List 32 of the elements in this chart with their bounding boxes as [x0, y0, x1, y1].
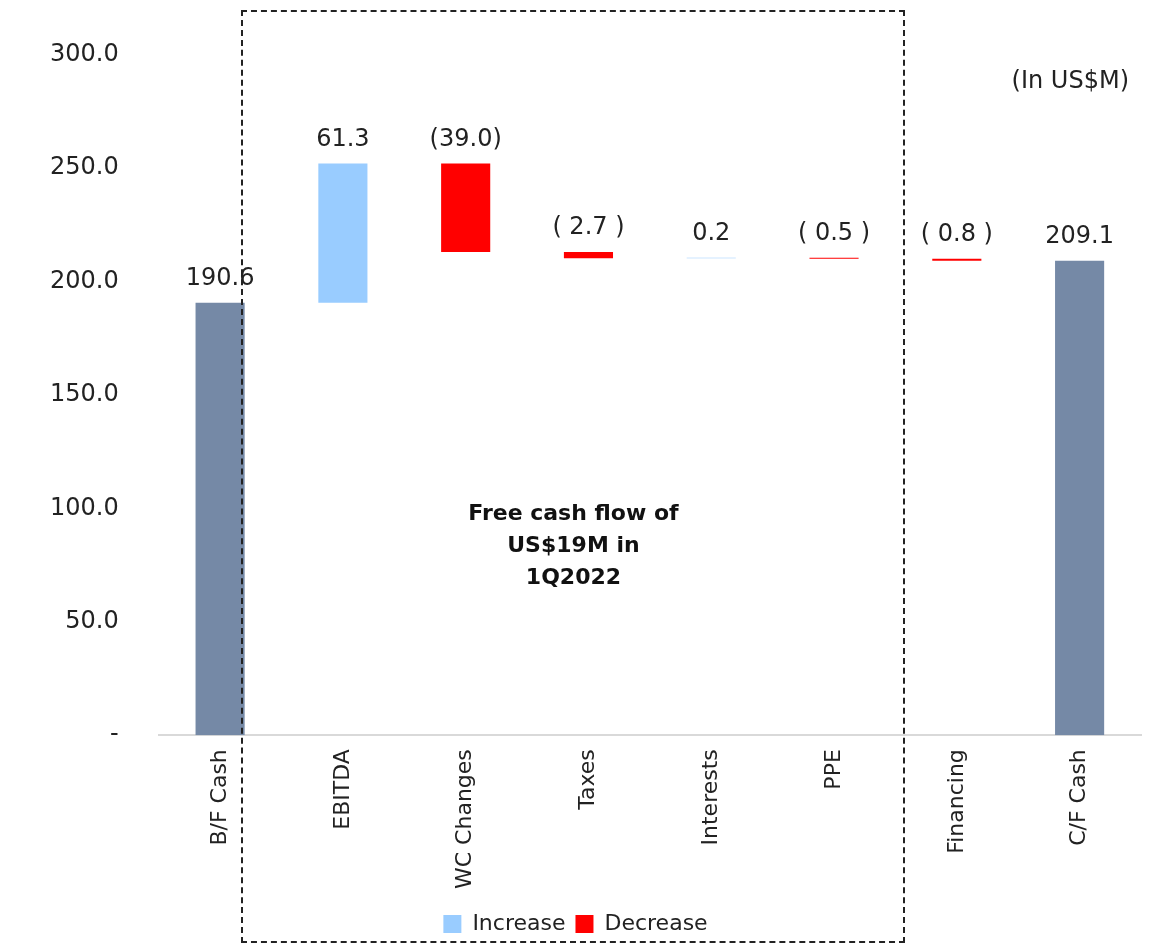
x-tick-label: B/F Cash: [205, 749, 231, 846]
x-tick-label: Interests: [696, 749, 722, 846]
bar: [195, 302, 245, 736]
y-tick-label: 50.0: [65, 605, 119, 634]
text: ( 0.5 ): [797, 217, 871, 246]
bar: [318, 163, 368, 303]
y-tick-label: 150.0: [49, 379, 119, 408]
annotation: (In US$M): [1011, 66, 1129, 94]
legend-label: Decrease: [604, 909, 708, 935]
text: 190.6: [185, 262, 255, 291]
bar: [441, 163, 491, 253]
x-tick-label: PPE: [819, 749, 845, 790]
x-tick-label: C/F Cash: [1065, 749, 1091, 846]
text: ( 0.8 ): [920, 219, 993, 248]
y-tick-label: -: [110, 719, 119, 748]
bar: [1055, 260, 1105, 736]
y-tick-label: 300.0: [49, 38, 119, 67]
text: 0.2: [692, 217, 731, 246]
text: (39.0): [429, 123, 502, 152]
legend-label: Increase: [472, 909, 566, 935]
text: 209.1: [1045, 220, 1114, 249]
x-tick-label: WC Changes: [451, 749, 477, 890]
x-tick-label: EBITDA: [328, 749, 354, 830]
y-tick-label: 200.0: [49, 265, 119, 294]
y-tick-label: 100.0: [49, 492, 119, 521]
y-tick-label: 250.0: [49, 152, 119, 181]
text: 61.3: [316, 123, 370, 152]
x-tick-label: Taxes: [574, 749, 600, 811]
annotation: Free cash flow of US$19M in 1Q2022: [467, 498, 680, 591]
text: ( 2.7 ): [552, 212, 625, 241]
x-tick-label: Financing: [942, 749, 968, 854]
bar: [563, 252, 614, 259]
